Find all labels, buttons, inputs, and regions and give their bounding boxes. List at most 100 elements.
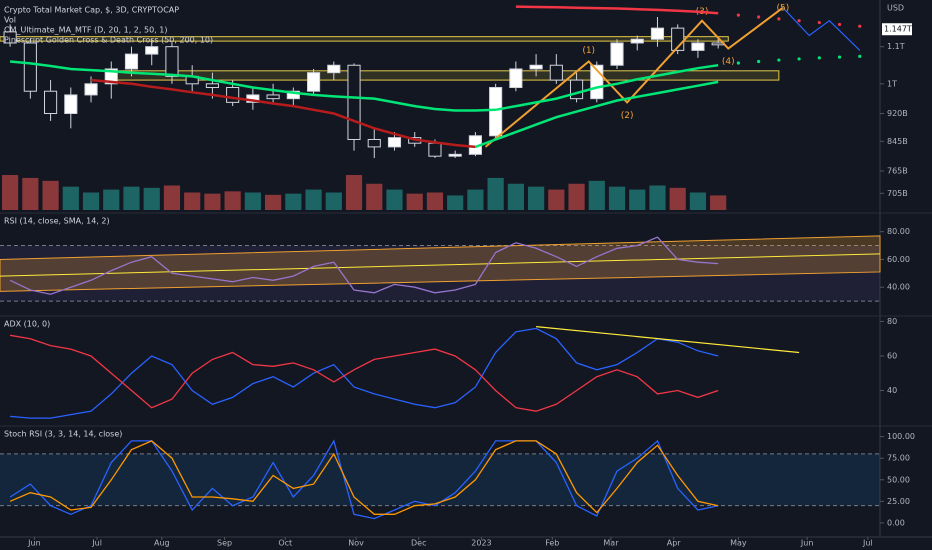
volume-bar [285,193,302,210]
volume-bar [123,186,140,210]
band-fill [0,453,880,506]
forecast-dot [837,22,842,27]
y-tick-label: 765B [887,167,908,176]
x-tick-label: Oct [278,539,292,548]
candle-body [44,90,58,114]
last-price-label: 1.147T [884,25,912,34]
y-tick-label: 1.1T [887,42,905,51]
candle-body [124,53,139,70]
panel-title: ADX (10, 0) [4,320,50,329]
volume-bar [265,194,282,210]
forecast-dot [858,24,862,28]
projection-path [782,7,861,51]
x-tick-label: Apr [667,539,682,548]
y-tick-label: 40 [887,386,897,395]
wave-label: (5) [777,4,790,14]
volume-bar [487,177,504,210]
candle-body [226,87,240,103]
x-tick-label: Nov [348,539,364,548]
candle-body [327,64,341,74]
series-line [474,80,719,149]
volume-bar [669,187,686,210]
volume-bar [22,177,39,210]
candle-body [286,90,300,100]
volume-bar [507,183,524,210]
candle-body [266,94,280,100]
candle-body [387,137,402,148]
volume-bar [184,192,201,210]
x-tick-label: Dec [411,539,426,548]
y-tick-label: 60.00 [887,255,910,264]
y-tick-label: 60 [887,351,897,360]
indicator-label: Pinescript Golden Cross & Death Cross (5… [4,36,213,45]
x-tick-label: Jun [27,539,41,548]
volume-bar [528,186,545,210]
x-tick-label: Mar [603,539,619,548]
candle-body [306,72,321,92]
forecast-dot [757,59,761,64]
wave-label: (2) [621,111,634,121]
x-tick-label: Jul [91,539,102,548]
series-line [9,236,719,295]
x-tick-label: Jul [862,539,873,548]
volume-bar [366,183,383,210]
panel-title: RSI (14, close, SMA, 14, 2) [4,217,110,226]
candle-body [509,68,523,89]
rsi-channel [0,235,881,292]
series-line [9,440,719,515]
unit-label: USD [887,4,904,13]
candle-body [569,79,584,100]
candle-body [205,83,219,89]
forecast-dot [797,19,801,23]
volume-bar [426,192,444,210]
candle-body [650,27,665,40]
series-line [9,334,719,412]
x-tick-label: Aug [154,539,170,548]
candle-body [448,153,462,157]
candle-body [165,46,179,77]
volume-bar [649,185,666,210]
forecast-dot [757,15,761,19]
volume-bar [710,195,727,210]
y-tick-label: 80 [887,317,897,326]
candle-body [64,94,78,114]
volume-bar [42,180,59,210]
volume-bar [345,175,363,210]
x-tick-label: Sep [217,539,232,548]
forecast-dot [858,54,862,58]
x-tick-label: Jun [800,539,814,548]
volume-bar [447,195,464,210]
last-price-box [882,23,912,36]
volume-bar [204,193,221,210]
candle-body [489,87,503,137]
forecast-dot [817,20,821,25]
volume-bar [224,191,241,210]
y-tick-label: 25.00 [887,497,910,506]
candle-body [549,64,563,81]
series-line [10,327,719,419]
candle-body [145,46,159,55]
forecast-dot [797,57,801,61]
panel-title: Crypto Total Market Cap, $, 3D, CRYPTOCA… [4,6,179,15]
forecast-dot [777,58,781,62]
wave-path [484,6,784,148]
y-tick-label: 0.00 [887,518,905,527]
indicator-label: CM_Ultimate_MA_MTF (D, 20, 1, 2, 50, 1) [4,26,167,35]
candle-body [529,64,543,70]
zone [0,36,729,42]
volume-bar [386,189,403,210]
forecast-dot [736,13,740,17]
candle-body [691,42,705,51]
indicator-label: Vol [4,16,16,25]
volume-bar [548,189,565,210]
x-tick-label: Feb [545,539,559,548]
candle-body [630,38,644,44]
volume-bar [608,186,626,210]
forecast-dot [777,17,781,21]
series-line [515,5,719,15]
volume-bar [2,175,19,210]
channel-middle [0,253,881,277]
series-line [90,78,476,149]
volume-bar [163,185,181,210]
